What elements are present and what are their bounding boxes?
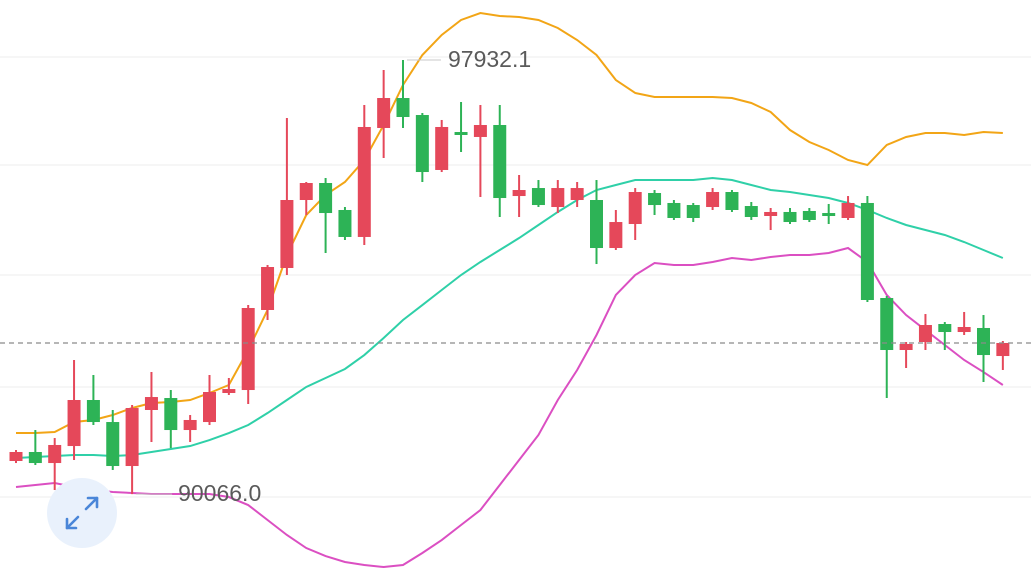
candle-body bbox=[164, 398, 178, 431]
candle-body bbox=[822, 213, 836, 217]
candle-body bbox=[667, 202, 681, 218]
candle-body bbox=[454, 132, 468, 135]
candle-body bbox=[957, 326, 971, 333]
candle-body bbox=[609, 222, 623, 249]
candle-body bbox=[338, 209, 352, 237]
candle-body bbox=[28, 451, 42, 464]
expand-button-bg[interactable] bbox=[47, 478, 117, 548]
candle-body bbox=[590, 200, 603, 249]
candle-body bbox=[222, 389, 236, 393]
candle-body bbox=[67, 400, 81, 447]
candle-body bbox=[48, 444, 62, 464]
candle-body bbox=[938, 324, 952, 333]
candle-body bbox=[899, 343, 913, 351]
candle-body bbox=[377, 98, 391, 128]
candle-body bbox=[977, 327, 990, 356]
band-line bbox=[15, 176, 1004, 460]
candle-body bbox=[396, 98, 410, 117]
candle-body bbox=[280, 200, 294, 268]
annotations: 97932.1 90066.0 bbox=[0, 46, 1031, 506]
candle-body bbox=[996, 342, 1010, 357]
candle-body bbox=[106, 422, 120, 467]
candle-body bbox=[435, 126, 449, 170]
candle-body bbox=[357, 126, 371, 237]
candle-body bbox=[918, 325, 932, 343]
candle-body bbox=[551, 188, 565, 208]
candle-body bbox=[144, 397, 158, 410]
candle-body bbox=[531, 188, 545, 206]
candle-body bbox=[125, 408, 139, 467]
candle-body bbox=[86, 400, 100, 423]
candle-body bbox=[512, 190, 526, 197]
candle-body bbox=[841, 202, 855, 218]
candle-body bbox=[628, 192, 642, 225]
candle-body bbox=[570, 188, 584, 201]
candle-body bbox=[764, 211, 778, 217]
candle-body bbox=[299, 183, 313, 201]
candle-body bbox=[319, 183, 333, 214]
band-lines bbox=[15, 11, 1004, 568]
candle-body bbox=[880, 298, 894, 351]
candle-body bbox=[241, 308, 255, 391]
candle-body bbox=[860, 202, 874, 301]
candle-body bbox=[415, 115, 429, 173]
candle-body bbox=[183, 419, 197, 431]
candle-body bbox=[783, 211, 797, 223]
candle-body bbox=[686, 205, 700, 218]
candle-body bbox=[493, 125, 507, 199]
max-label: 97932.1 bbox=[448, 46, 531, 72]
candle-body bbox=[744, 206, 758, 218]
candle-body bbox=[648, 192, 662, 206]
candle-body bbox=[203, 392, 216, 423]
expand-icon bbox=[65, 496, 99, 530]
band-line bbox=[15, 246, 1004, 568]
expand-button[interactable] bbox=[47, 478, 117, 548]
candles bbox=[9, 59, 1010, 495]
candle-body bbox=[473, 125, 487, 137]
min-label: 90066.0 bbox=[178, 480, 261, 506]
candle-body bbox=[725, 192, 739, 210]
band-line bbox=[16, 11, 1003, 435]
background-grid bbox=[0, 56, 1031, 498]
candle-body bbox=[802, 210, 816, 220]
candle-body bbox=[261, 267, 275, 310]
candle-body bbox=[706, 192, 720, 208]
candle-body bbox=[9, 451, 23, 461]
